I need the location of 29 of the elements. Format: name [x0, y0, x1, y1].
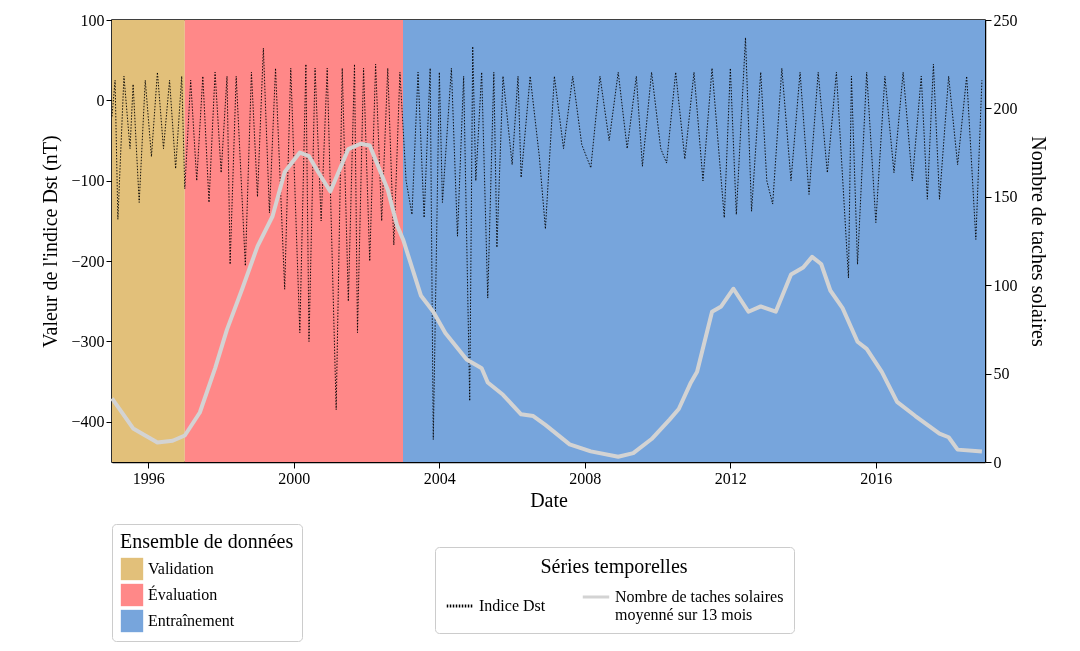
y-tick-label: −400: [71, 413, 105, 431]
y-tick-label: 100: [80, 11, 105, 29]
y-tick-label: −200: [71, 252, 105, 270]
y-axis-title: Valeur de l'indice Dst (nT): [39, 135, 63, 348]
y2-tick-label: 250: [993, 11, 1018, 29]
x-tick-label: 2004: [423, 469, 456, 487]
line-series: [110, 141, 984, 459]
x-axis-title: Date: [530, 488, 568, 511]
y2-axis-title: Nombre de taches solaires: [1027, 136, 1050, 347]
legend-label: Nombre de taches solaires moyenné sur 13 mois: [615, 588, 784, 624]
y2-tick-label: 200: [993, 99, 1018, 117]
legend-label: Entraînement: [148, 612, 235, 629]
y-tick-label: 0: [96, 91, 105, 109]
y2-tick-label: 50: [993, 365, 1010, 383]
y-tick-label: −100: [71, 172, 105, 190]
text: Ensemble de données: [120, 530, 294, 552]
x-tick-label: 2000: [278, 469, 311, 487]
legend-title: Séries temporelles: [540, 555, 688, 578]
y2-tick-label: 0: [993, 453, 1002, 471]
y-tick-label: −300: [71, 332, 105, 350]
legend-label: Indice Dst: [479, 597, 546, 614]
x-tick-label: 2008: [569, 469, 602, 487]
x-tick-label: 2016: [860, 469, 893, 487]
y2-tick-label: 150: [993, 188, 1018, 206]
x-tick-label: 2012: [714, 469, 747, 487]
legend-label: Évaluation: [148, 585, 218, 603]
legend-label: Validation: [148, 560, 214, 577]
x-tick-label: 1996: [132, 469, 165, 487]
y2-tick-label: 100: [993, 276, 1018, 294]
